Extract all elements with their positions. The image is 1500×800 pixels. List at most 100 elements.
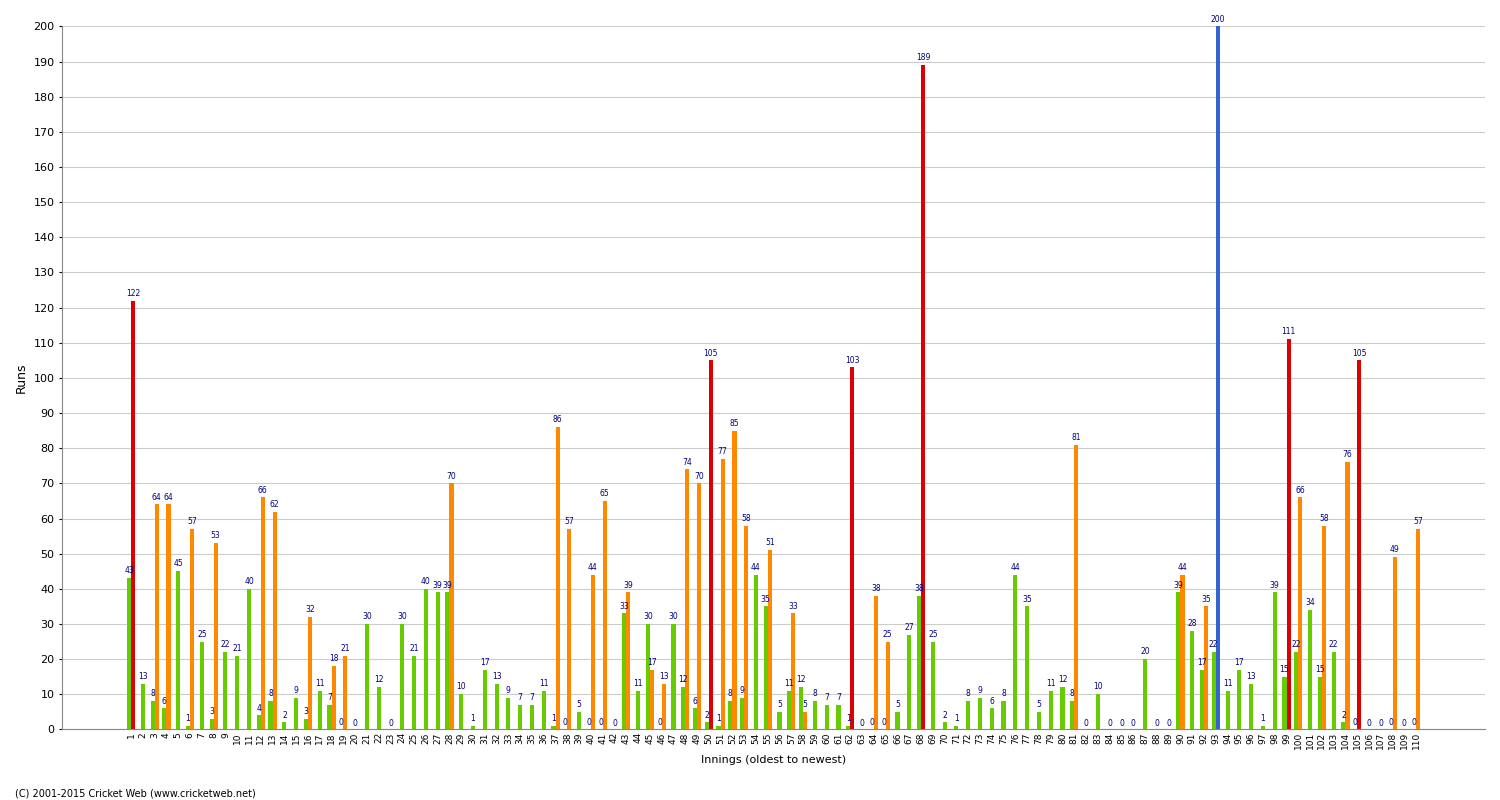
Bar xyxy=(1002,702,1005,730)
Bar xyxy=(717,726,720,730)
Bar xyxy=(166,505,171,730)
Bar xyxy=(1074,445,1078,730)
Bar xyxy=(990,708,994,730)
Bar xyxy=(1282,677,1287,730)
Text: 53: 53 xyxy=(211,531,220,540)
Text: 0: 0 xyxy=(562,718,567,726)
Text: 44: 44 xyxy=(1011,563,1020,572)
Bar xyxy=(1190,631,1194,730)
Bar xyxy=(777,712,782,730)
Bar xyxy=(710,360,712,730)
Text: 8: 8 xyxy=(813,690,818,698)
Bar xyxy=(190,529,194,730)
Bar xyxy=(921,65,926,730)
Bar xyxy=(424,589,427,730)
Text: 7: 7 xyxy=(518,693,522,702)
Text: 30: 30 xyxy=(398,612,406,621)
Text: 5: 5 xyxy=(1036,700,1041,709)
Text: 44: 44 xyxy=(588,563,598,572)
Bar xyxy=(1392,557,1396,730)
Text: 57: 57 xyxy=(188,518,196,526)
Text: 70: 70 xyxy=(447,471,456,481)
Text: 0: 0 xyxy=(1366,718,1371,728)
Text: 0: 0 xyxy=(1107,718,1112,728)
Text: 17: 17 xyxy=(646,658,657,667)
Bar xyxy=(729,702,732,730)
Text: 5: 5 xyxy=(576,700,582,709)
Text: 39: 39 xyxy=(442,581,453,590)
Bar xyxy=(1308,610,1312,730)
Bar xyxy=(1294,652,1299,730)
Bar xyxy=(1176,592,1180,730)
X-axis label: Innings (oldest to newest): Innings (oldest to newest) xyxy=(700,755,846,765)
Bar xyxy=(471,726,476,730)
Text: 25: 25 xyxy=(196,630,207,638)
Bar xyxy=(850,367,855,730)
Text: 85: 85 xyxy=(729,419,740,428)
Bar xyxy=(732,430,736,730)
Text: 30: 30 xyxy=(669,612,678,621)
Bar xyxy=(1262,726,1264,730)
Bar xyxy=(224,652,228,730)
Bar xyxy=(162,708,166,730)
Text: 0: 0 xyxy=(880,718,886,726)
Text: 13: 13 xyxy=(1246,672,1256,681)
Text: 2: 2 xyxy=(282,710,286,719)
Bar xyxy=(1180,574,1185,730)
Bar xyxy=(874,596,878,730)
Bar xyxy=(128,578,130,730)
Bar xyxy=(754,574,758,730)
Text: 200: 200 xyxy=(1210,14,1225,24)
Bar xyxy=(273,511,276,730)
Text: 5: 5 xyxy=(896,700,900,709)
Text: 45: 45 xyxy=(174,559,183,569)
Text: 0: 0 xyxy=(870,718,874,726)
Text: 86: 86 xyxy=(554,415,562,424)
Text: 0: 0 xyxy=(586,718,591,726)
Bar xyxy=(1299,498,1302,730)
Text: 40: 40 xyxy=(244,577,254,586)
Text: 0: 0 xyxy=(388,718,393,728)
Text: 105: 105 xyxy=(704,349,718,358)
Text: 38: 38 xyxy=(871,584,880,593)
Bar xyxy=(622,614,627,730)
Bar xyxy=(294,698,298,730)
Text: 6: 6 xyxy=(693,697,698,706)
Text: (C) 2001-2015 Cricket Web (www.cricketweb.net): (C) 2001-2015 Cricket Web (www.cricketwe… xyxy=(15,788,255,798)
Text: 20: 20 xyxy=(1140,647,1150,656)
Bar xyxy=(518,705,522,730)
Bar xyxy=(1070,702,1074,730)
Bar xyxy=(1322,526,1326,730)
Bar xyxy=(507,698,510,730)
Bar xyxy=(800,687,802,730)
Bar xyxy=(344,656,348,730)
Bar xyxy=(483,670,488,730)
Bar xyxy=(720,458,724,730)
Bar xyxy=(885,642,890,730)
Text: 35: 35 xyxy=(1202,594,1210,603)
Text: 7: 7 xyxy=(530,693,534,702)
Bar xyxy=(966,702,970,730)
Bar xyxy=(645,624,650,730)
Bar xyxy=(364,624,369,730)
Bar xyxy=(261,498,266,730)
Text: 32: 32 xyxy=(304,605,315,614)
Bar xyxy=(837,705,840,730)
Text: 62: 62 xyxy=(270,500,279,509)
Text: 0: 0 xyxy=(1083,718,1089,728)
Bar xyxy=(1204,606,1208,730)
Text: 35: 35 xyxy=(760,594,771,603)
Bar xyxy=(376,687,381,730)
Text: 8: 8 xyxy=(966,690,970,698)
Text: 49: 49 xyxy=(1390,546,1400,554)
Text: 44: 44 xyxy=(1178,563,1188,572)
Text: 33: 33 xyxy=(620,602,628,610)
Bar xyxy=(627,592,630,730)
Text: 0: 0 xyxy=(1388,718,1394,726)
Bar xyxy=(603,501,608,730)
Bar xyxy=(764,606,768,730)
Text: 64: 64 xyxy=(152,493,162,502)
Text: 6: 6 xyxy=(990,697,994,706)
Text: 8: 8 xyxy=(728,690,732,698)
Text: 0: 0 xyxy=(1119,718,1124,728)
